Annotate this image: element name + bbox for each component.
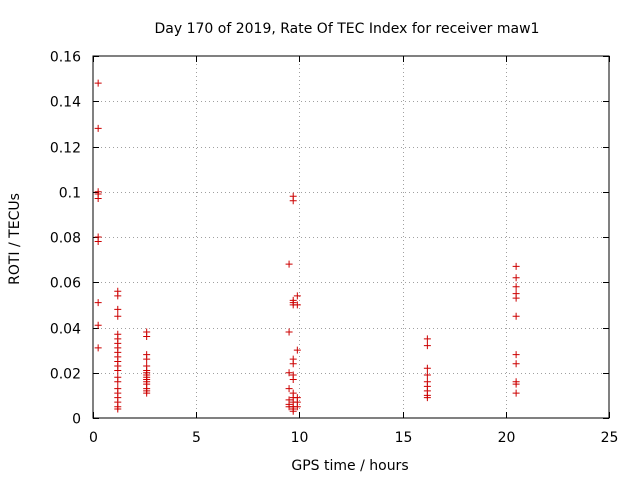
data-point [114,366,122,374]
data-point [512,351,520,359]
x-tick-label: 0 [89,430,98,446]
data-point [293,346,301,354]
x-tick-label: 10 [291,430,309,446]
y-tick-label: 0.14 [50,95,81,111]
data-point [94,79,102,87]
x-tick-label: 15 [395,430,413,446]
ticks [93,56,610,419]
x-axis-label: GPS time / hours [291,458,408,474]
data-point [289,376,297,384]
data-point [512,294,520,302]
data-point [94,299,102,307]
data-point [423,335,431,343]
y-tick-label: 0.16 [50,50,81,66]
data-point [94,344,102,352]
y-tick-label: 0.1 [59,186,81,202]
data-point [94,238,102,246]
y-tick-label: 0.12 [50,141,81,157]
y-tick-label: 0.02 [50,367,81,383]
data-points [94,79,520,415]
data-point [423,364,431,372]
grid [93,56,609,418]
data-point [512,283,520,291]
data-point [512,360,520,368]
data-point [293,301,301,309]
data-point [143,389,151,397]
data-point [143,333,151,341]
data-point [423,394,431,402]
y-tick-label: 0 [72,412,81,428]
data-point [94,124,102,132]
data-point [285,260,293,268]
data-point [423,371,431,379]
data-point [512,274,520,282]
x-tick-label: 20 [498,430,516,446]
data-point [289,360,297,368]
data-point [289,407,297,415]
tick-labels: 0 5 10 15 20 25 0 0.02 0.04 0.06 0.08 0.1 0.12 0.14 0.… [50,50,619,447]
data-point [143,355,151,363]
chart-title: Day 170 of 2019, Rate Of TEC Index for r… [155,21,540,37]
data-point [289,197,297,205]
data-point [423,342,431,350]
data-point [285,369,293,377]
data-point [512,262,520,270]
data-point [94,195,102,203]
plot-frame [92,55,610,419]
data-point [512,312,520,320]
data-point [512,389,520,397]
data-point [285,328,293,336]
data-point [114,305,122,313]
x-tick-label: 25 [601,430,619,446]
data-point [114,292,122,300]
data-point [293,403,301,411]
data-point [293,292,301,300]
y-axis-label: ROTI / TECUs [7,193,23,285]
data-point [114,312,122,320]
x-tick-label: 5 [192,430,201,446]
data-point [94,321,102,329]
data-point [114,378,122,386]
data-point [114,405,122,413]
y-tick-label: 0.04 [50,322,81,338]
data-point [285,385,293,393]
data-point [512,380,520,388]
y-tick-label: 0.06 [50,276,81,292]
y-tick-label: 0.08 [50,231,81,247]
